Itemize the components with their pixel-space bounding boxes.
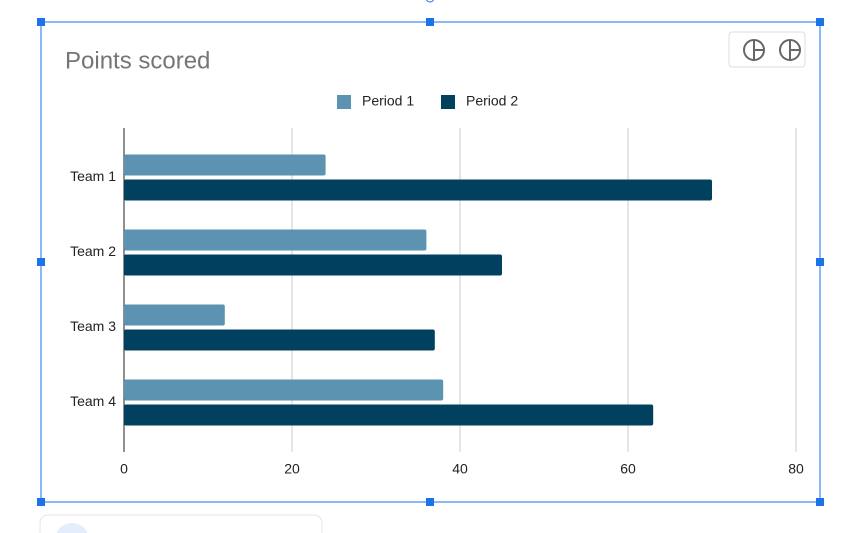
toolbar-button[interactable]	[55, 523, 89, 533]
bar	[124, 379, 444, 401]
bar	[124, 229, 427, 251]
bar	[124, 304, 225, 326]
handle[interactable]	[816, 18, 824, 26]
handle[interactable]	[816, 498, 824, 506]
link-icon[interactable]	[743, 39, 765, 61]
bar	[124, 329, 435, 351]
bar	[124, 254, 502, 276]
legend-label: Period 2	[466, 93, 518, 109]
handle[interactable]	[37, 258, 45, 266]
y-tick-label: Team 4	[70, 393, 116, 409]
x-tick-label: 40	[452, 461, 468, 477]
y-tick-label: Team 2	[70, 243, 116, 259]
toolbar-icons	[743, 39, 801, 61]
legend-label: Period 1	[362, 93, 414, 109]
y-tick-label: Team 3	[70, 318, 116, 334]
bar	[124, 154, 326, 176]
resize-handles	[37, 18, 824, 506]
handle[interactable]	[426, 18, 434, 26]
handle[interactable]	[816, 258, 824, 266]
x-tick-label: 60	[620, 461, 636, 477]
x-tick-label: 0	[120, 461, 128, 477]
rotate-handle[interactable]	[425, 0, 435, 3]
handle[interactable]	[426, 498, 434, 506]
handle[interactable]	[37, 18, 45, 26]
legend-swatch	[441, 95, 455, 109]
menu-icon[interactable]	[779, 39, 801, 61]
bar	[124, 179, 712, 201]
x-tick-label: 20	[284, 461, 300, 477]
image-toolbar	[39, 514, 323, 533]
handle[interactable]	[37, 498, 45, 506]
legend-swatch	[337, 95, 351, 109]
bar	[124, 404, 654, 426]
y-tick-label: Team 1	[70, 168, 116, 184]
chart-title: Points scored	[65, 47, 210, 74]
chart: 0 20 40 60 80 Period 1 Period 2 Team 1 Team 2 Tea…	[70, 93, 804, 477]
x-tick-label: 80	[788, 461, 804, 477]
